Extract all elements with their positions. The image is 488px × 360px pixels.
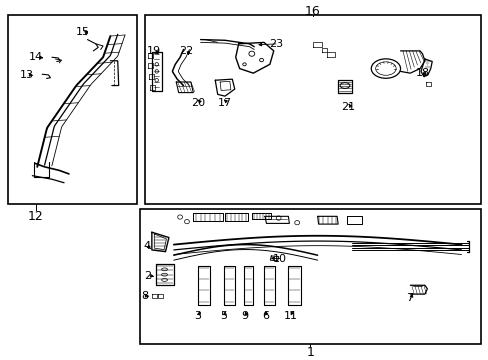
Text: 5: 5 <box>220 311 226 321</box>
Text: 15: 15 <box>76 27 90 37</box>
Text: 3: 3 <box>193 311 201 321</box>
Text: 9: 9 <box>241 311 248 321</box>
Text: 2: 2 <box>144 271 151 281</box>
Text: 20: 20 <box>190 98 204 108</box>
Text: 17: 17 <box>217 98 231 108</box>
Text: 16: 16 <box>304 5 320 18</box>
Text: 13: 13 <box>20 70 34 80</box>
Bar <box>140 209 480 343</box>
Text: 1: 1 <box>306 346 314 359</box>
Text: 10: 10 <box>272 254 286 264</box>
Text: 19: 19 <box>147 46 161 56</box>
Text: 7: 7 <box>406 293 413 303</box>
Text: 4: 4 <box>143 241 150 251</box>
Text: 8: 8 <box>141 291 148 301</box>
Bar <box>144 15 480 204</box>
Text: 12: 12 <box>28 210 43 223</box>
Text: 6: 6 <box>262 311 268 321</box>
Text: 11: 11 <box>283 311 297 321</box>
Text: 23: 23 <box>268 39 283 49</box>
Text: 22: 22 <box>178 46 193 56</box>
Bar <box>8 15 137 204</box>
Text: 14: 14 <box>29 52 43 62</box>
Text: 21: 21 <box>340 102 354 112</box>
Text: 18: 18 <box>415 68 429 78</box>
